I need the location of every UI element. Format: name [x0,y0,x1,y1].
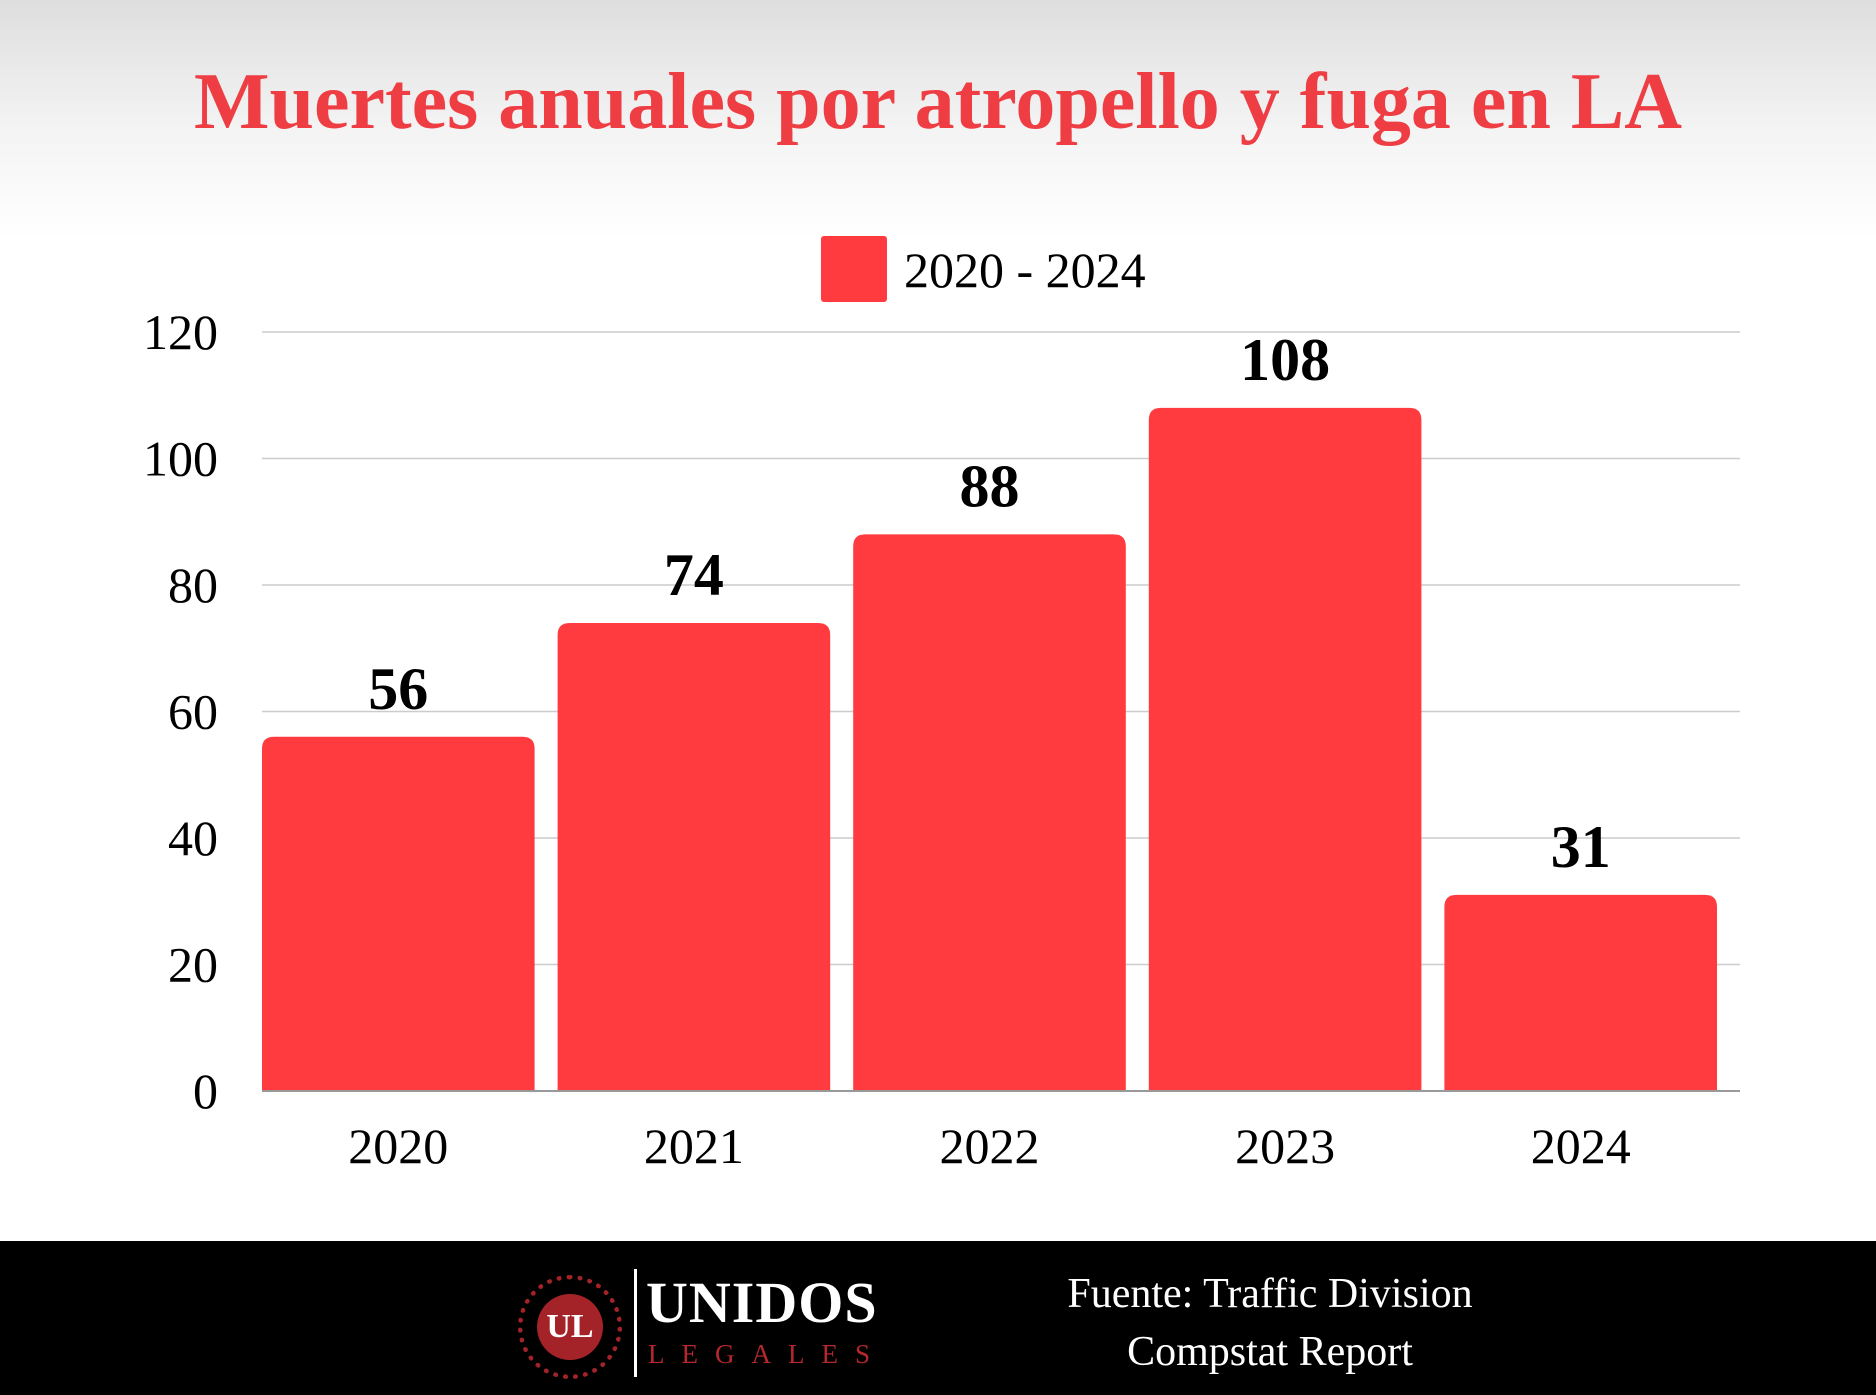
unidos-legales-logo: UL UNIDOS LEGALES [518,1263,878,1379]
bar-2021 [557,622,831,1091]
y-tick-label: 20 [168,937,218,993]
legend-label: 2020 - 2024 [904,242,1146,298]
x-tick-label: 2022 [940,1118,1040,1174]
logo-mark: UL [546,1308,594,1345]
x-tick-label: 2024 [1531,1118,1631,1174]
emblem-badge: UL [537,1294,603,1360]
data-label: 88 [960,453,1020,519]
data-label: 108 [1240,327,1330,393]
source-line-1: Fuente: Traffic Division [1067,1271,1473,1317]
chart-legend: 2020 - 2024 [0,236,1876,302]
y-tick-label: 0 [193,1063,218,1119]
y-tick-label: 40 [168,810,218,866]
header-background [0,0,1876,240]
bar-2022 [853,534,1126,1091]
x-tick-label: 2023 [1235,1118,1335,1174]
logo-divider [634,1269,637,1377]
y-tick-label: 60 [168,684,218,740]
data-label: 31 [1551,814,1611,880]
data-label: 74 [664,542,724,608]
x-tick-label: 2021 [644,1118,744,1174]
logo-name: UNIDOS [646,1270,878,1335]
data-label: 56 [368,656,428,722]
bar-2024 [1444,894,1717,1091]
y-tick-label: 120 [143,304,218,360]
chart-title: Muertes anuales por atropello y fuga en … [193,58,1683,146]
laurel-emblem-icon: UL [518,1275,622,1379]
legend-swatch [821,236,887,302]
source-line-2: Compstat Report [1127,1329,1413,1375]
logo-subtitle: LEGALES [648,1339,887,1369]
x-tick-label: 2020 [348,1118,448,1174]
bar-2020 [262,736,535,1091]
source-note: Fuente: Traffic Division Compstat Report [1020,1265,1520,1381]
footer: UL UNIDOS LEGALES Fuente: Traffic Divisi… [0,1241,1876,1395]
y-tick-label: 80 [168,557,218,613]
y-tick-label: 100 [143,431,218,487]
bar-chart: 0 20 40 60 80 100 120 56 2020 74 2021 88 2022 108 2023… [143,304,1740,1174]
bar-2023 [1148,407,1422,1091]
